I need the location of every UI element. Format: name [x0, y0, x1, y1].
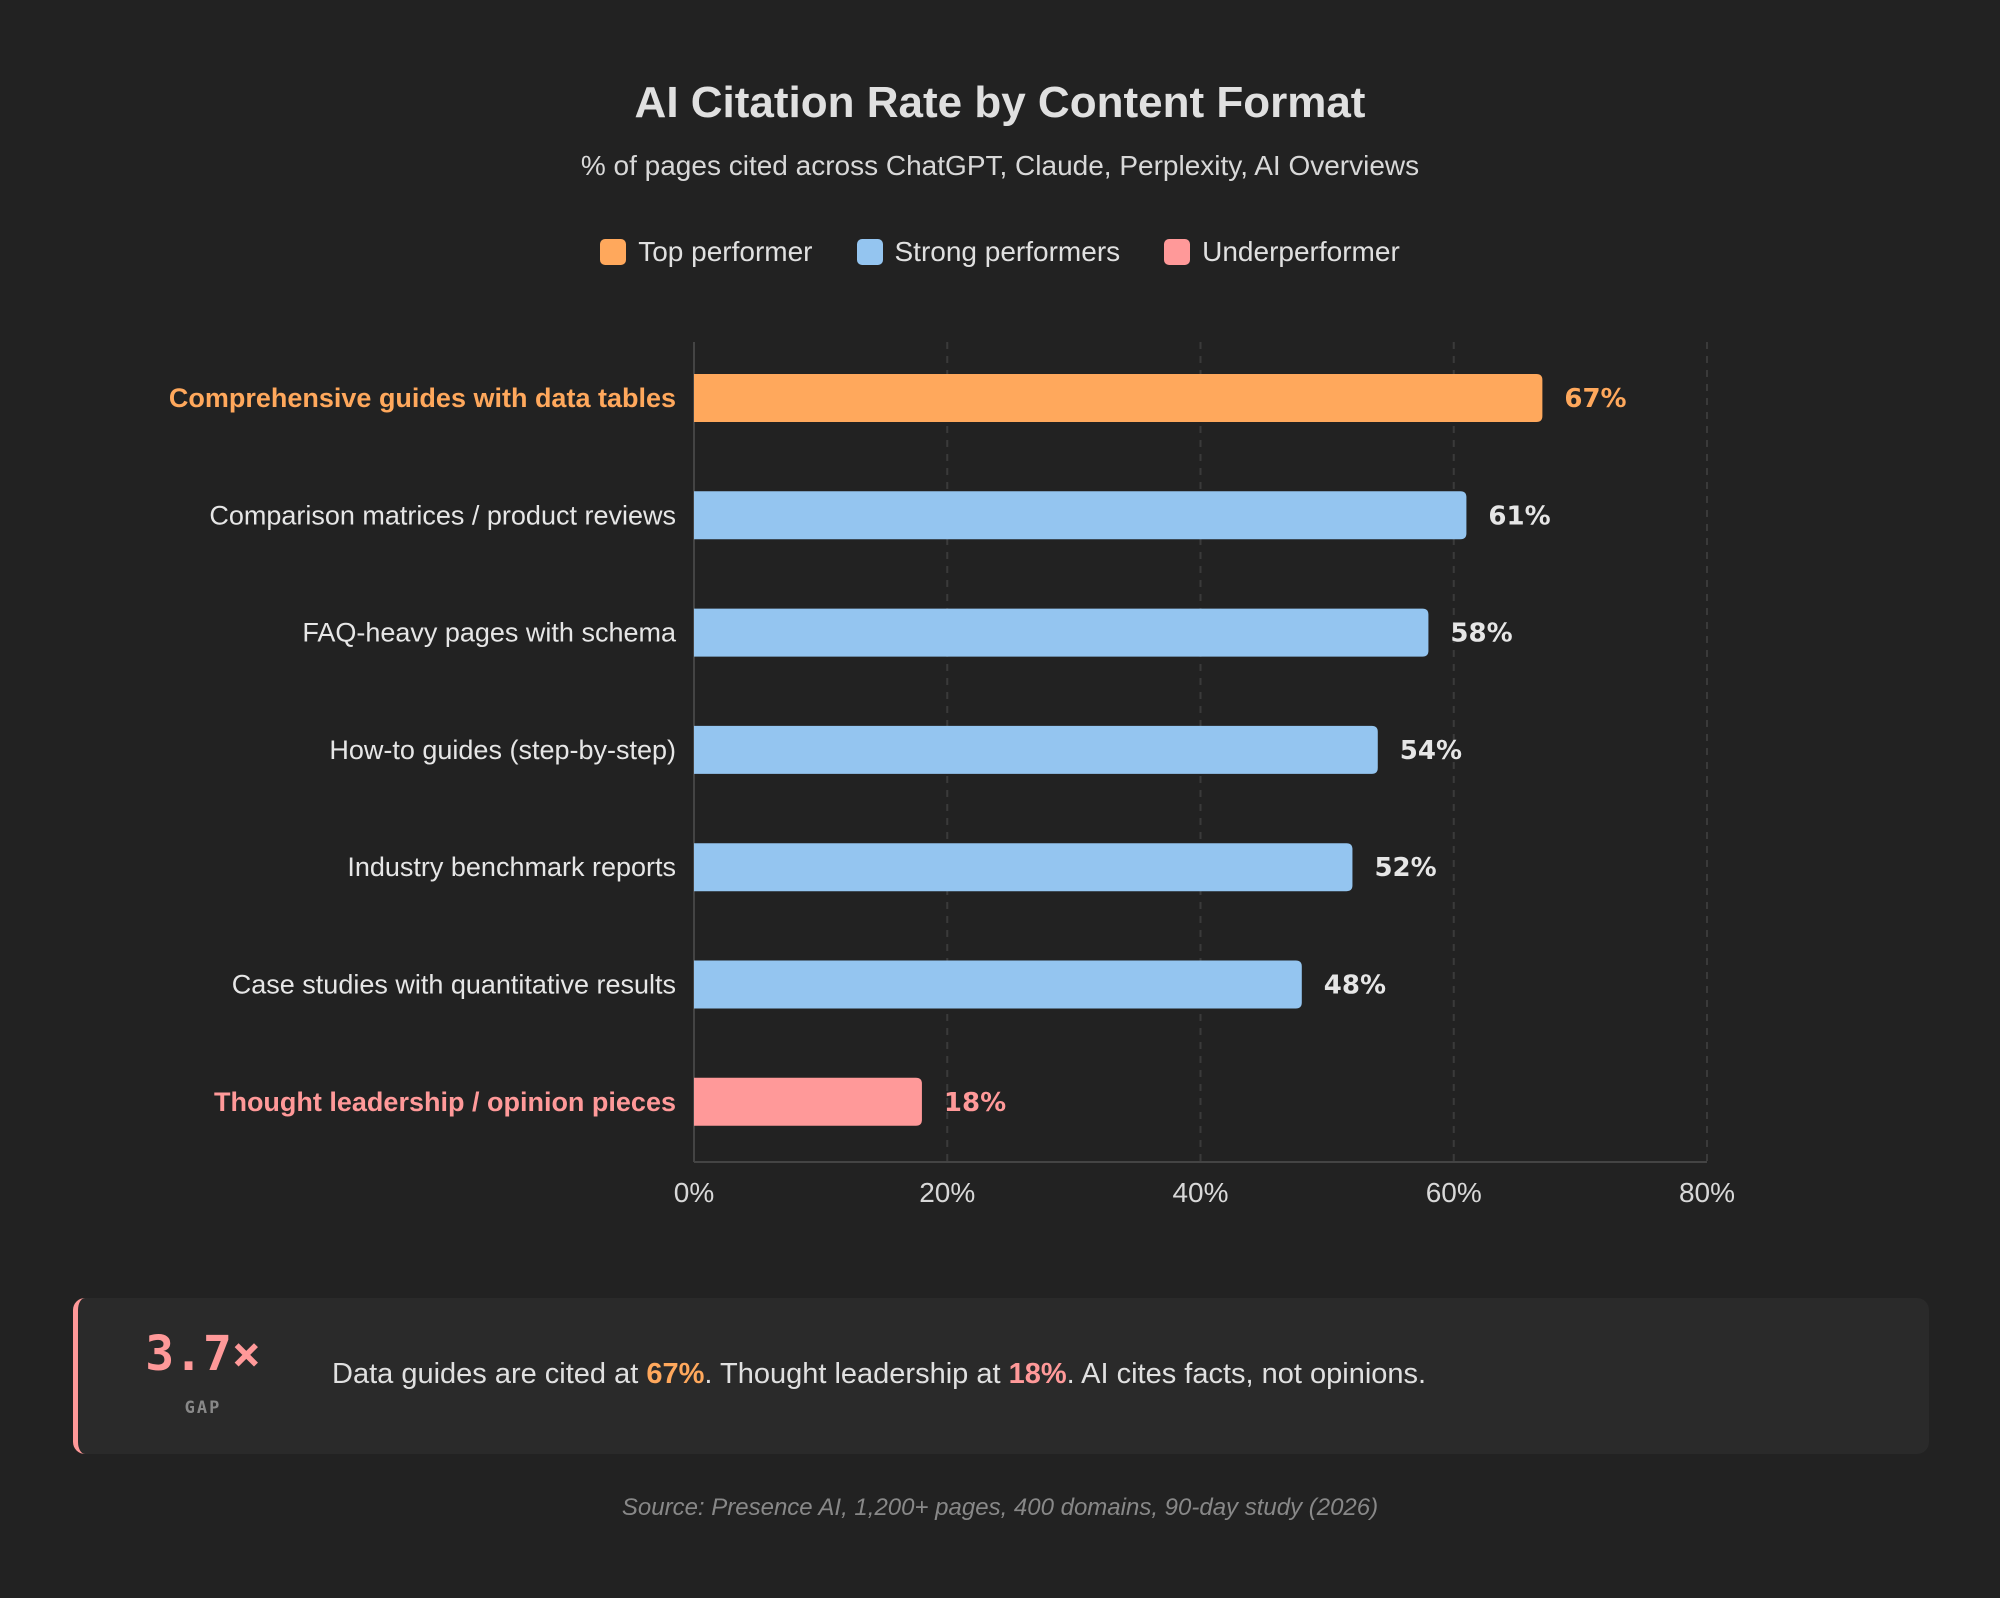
legend-label: Top performer	[638, 236, 813, 267]
bar	[694, 725, 1378, 774]
category-label: Comprehensive guides with data tables	[169, 383, 676, 413]
legend-item-strong: Strong performers	[856, 236, 1121, 268]
bar-chart: 0% 20% 40% 60% 80% Comprehensive guides with …	[169, 342, 1735, 1208]
bar	[694, 843, 1353, 892]
callout-text-3: . AI cites facts, not opinions.	[1066, 1358, 1427, 1390]
data-label: 67%	[1564, 384, 1626, 414]
chart-title: AI Citation Rate by Content Format	[634, 78, 1366, 127]
data-label: 58%	[1450, 619, 1512, 649]
callout-text-1: Data guides are cited at	[332, 1358, 647, 1390]
gap-label: GAP	[184, 1398, 222, 1418]
data-label: 18%	[944, 1088, 1006, 1118]
data-label: 48%	[1324, 971, 1386, 1001]
category-label: Industry benchmark reports	[347, 852, 676, 882]
x-tick-label: 60%	[1426, 1177, 1482, 1208]
callout-box: 3.7× GAP Data guides are cited at 67%. T…	[73, 1298, 1929, 1454]
legend-item-under: Underperformer	[1164, 236, 1400, 268]
category-label: Case studies with quantitative results	[232, 970, 676, 1000]
source-note: Source: Presence AI, 1,200+ pages, 400 d…	[621, 1494, 1379, 1521]
bar	[694, 608, 1429, 657]
category-label: How-to guides (step-by-step)	[329, 735, 676, 765]
legend-swatch	[1164, 239, 1191, 265]
x-tick-label: 20%	[919, 1177, 975, 1208]
legend-swatch	[600, 239, 627, 265]
data-label: 52%	[1374, 853, 1436, 883]
legend-label: Strong performers	[894, 236, 1121, 267]
category-label: FAQ-heavy pages with schema	[302, 618, 677, 648]
category-label: Thought leadership / opinion pieces	[214, 1087, 676, 1117]
legend-item-top: Top performer	[600, 236, 813, 268]
callout-value-1: 67%	[646, 1358, 705, 1390]
gap-number: 3.7×	[145, 1326, 261, 1382]
chart-subtitle: % of pages cited across ChatGPT, Claude,…	[580, 150, 1420, 181]
x-tick-label: 40%	[1172, 1177, 1228, 1208]
bar	[694, 491, 1467, 540]
bar	[694, 1077, 922, 1126]
data-label: 54%	[1400, 736, 1462, 766]
callout-text-2: . Thought leadership at	[704, 1358, 1009, 1390]
data-label: 61%	[1488, 501, 1550, 531]
x-tick-label: 0%	[674, 1177, 714, 1208]
category-label: Comparison matrices / product reviews	[209, 500, 676, 530]
bar	[694, 374, 1543, 422]
x-tick-label: 80%	[1679, 1177, 1735, 1208]
bar	[694, 960, 1302, 1009]
callout-value-2: 18%	[1008, 1358, 1067, 1390]
legend: Top performer Strong performers Underper…	[0, 236, 2000, 268]
callout-text: Data guides are cited at 67%. Thought le…	[332, 1358, 1426, 1391]
legend-swatch	[856, 239, 883, 265]
legend-label: Underperformer	[1202, 236, 1400, 267]
